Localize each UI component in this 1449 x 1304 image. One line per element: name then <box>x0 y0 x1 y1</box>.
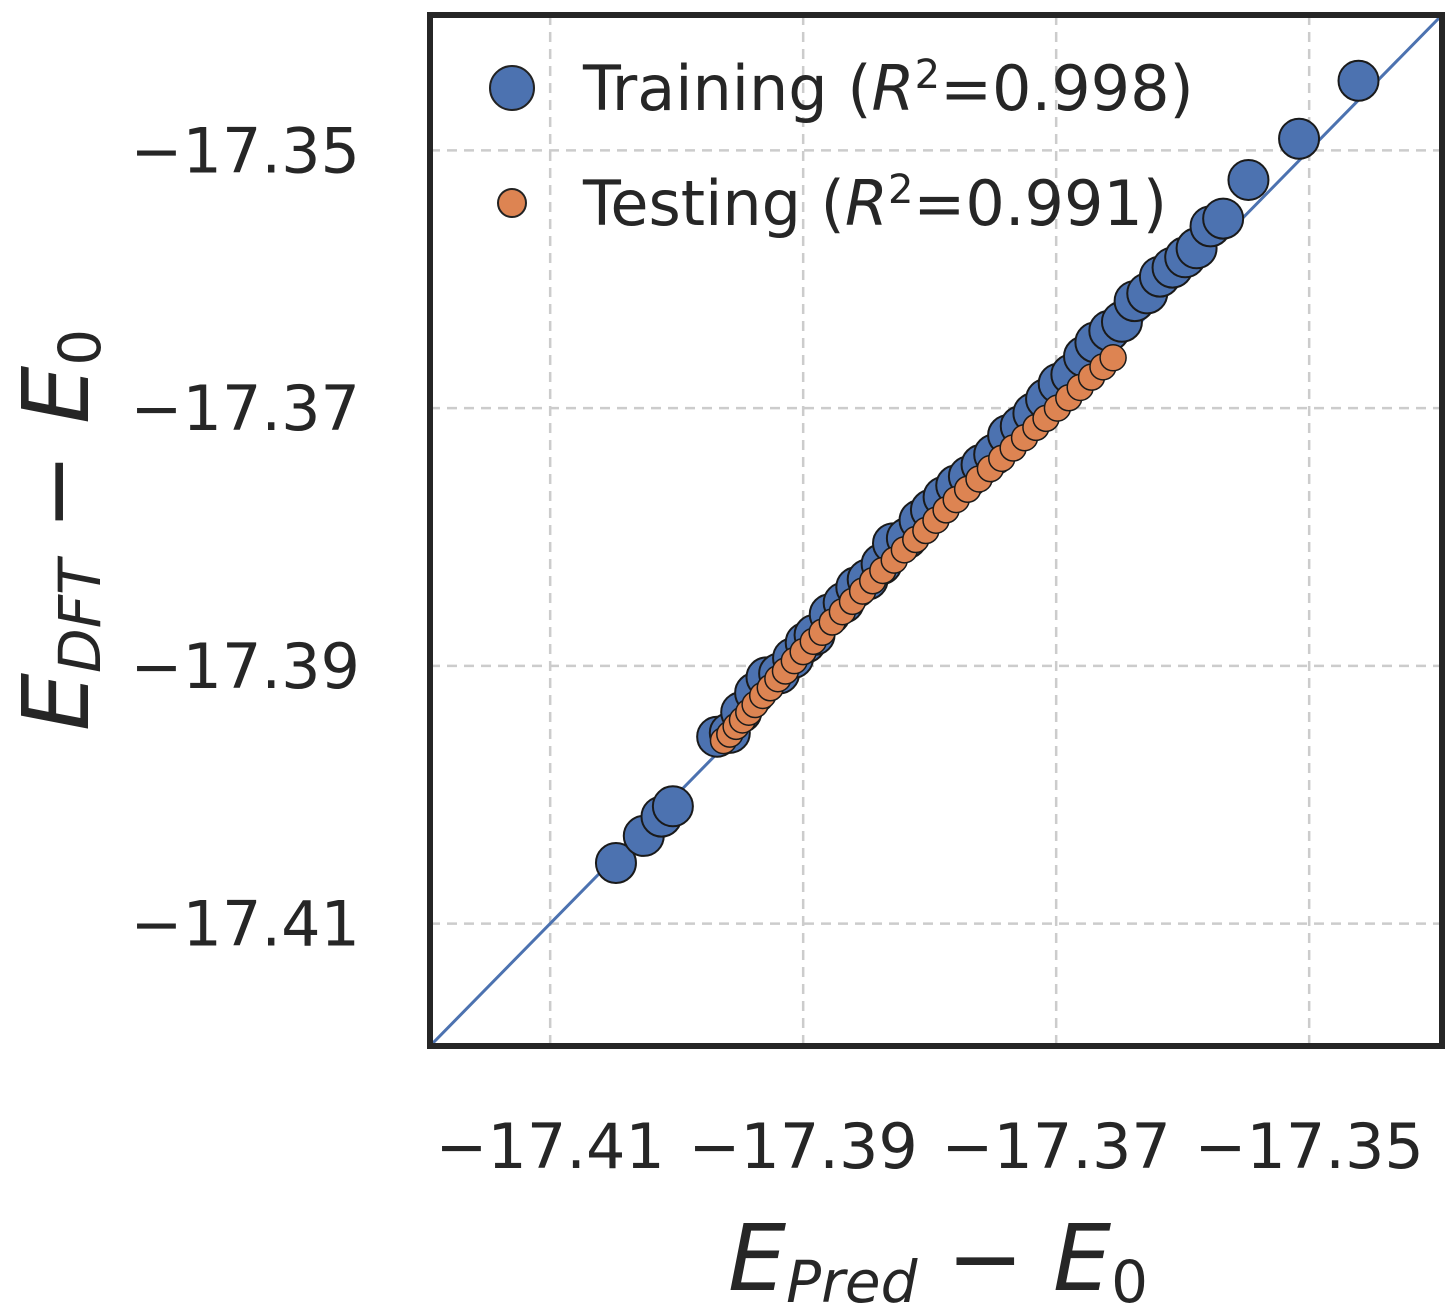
testing-point <box>1099 344 1127 372</box>
legend-marker-training <box>489 65 535 111</box>
grid-lines <box>430 15 1442 1046</box>
legend-label-training: Training (R2=0.998) <box>582 52 1194 125</box>
plot-frame <box>427 12 1445 1049</box>
testing-points <box>709 344 1127 755</box>
training-point <box>1202 197 1245 240</box>
y-tick-label: −17.41 <box>131 888 360 961</box>
legend-label-testing: Testing (R2=0.991) <box>582 167 1167 240</box>
y-tick-label: −17.39 <box>131 630 360 703</box>
y-tick-label: −17.35 <box>131 114 360 187</box>
x-tick-label: −17.39 <box>688 1110 917 1183</box>
y-tick-label: −17.37 <box>131 372 360 445</box>
legend: Training (R2=0.998) Testing (R2=0.991) <box>489 52 1194 240</box>
x-axis-label: EPred − E0 <box>728 1205 1148 1304</box>
training-point <box>651 785 694 828</box>
legend-marker-testing <box>497 188 527 218</box>
x-tick-label: −17.37 <box>941 1110 1170 1183</box>
y-axis-label: EDFT − E0 <box>3 329 114 731</box>
y-tick-labels: −17.41 −17.39 −17.37 −17.35 <box>131 114 360 960</box>
training-point <box>1337 59 1380 102</box>
x-tick-labels: −17.41 −17.39 −17.37 −17.35 <box>435 1110 1423 1183</box>
training-point <box>1278 117 1321 160</box>
training-point <box>1227 158 1270 201</box>
training-point <box>594 841 637 884</box>
x-tick-label: −17.41 <box>435 1110 664 1183</box>
x-tick-label: −17.35 <box>1194 1110 1423 1183</box>
